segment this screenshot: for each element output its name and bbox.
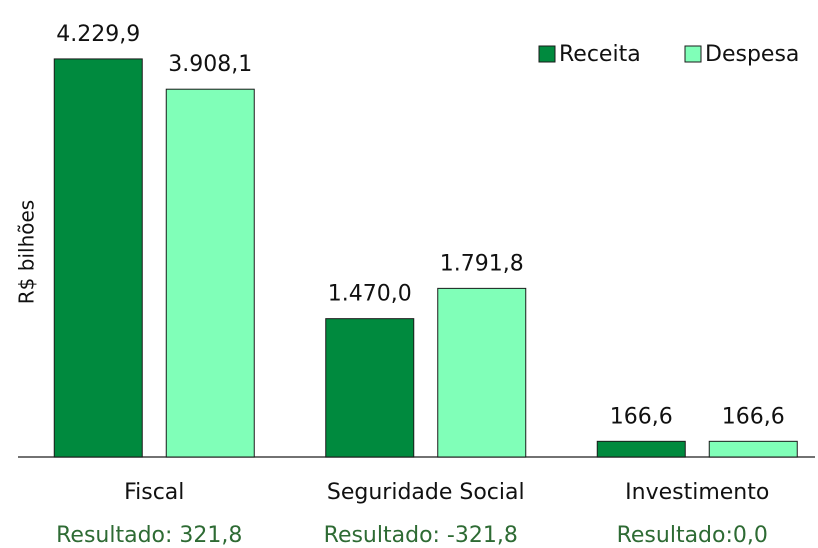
bar <box>708 440 798 458</box>
data-label: 166,6 <box>610 404 673 429</box>
x-tick-label: Investimento <box>625 480 769 505</box>
data-label: 1.470,0 <box>328 282 412 307</box>
bar <box>437 287 527 458</box>
data-label: 166,6 <box>722 404 785 429</box>
annotation: Resultado:0,0 <box>617 523 768 548</box>
bar <box>165 88 255 458</box>
data-label: 4.229,9 <box>56 22 140 47</box>
y-axis-label: R$ bilhões <box>15 200 39 304</box>
data-label: 1.791,8 <box>440 251 524 276</box>
bar <box>596 440 686 458</box>
bar <box>325 318 415 458</box>
annotation: Resultado: 321,8 <box>56 523 242 548</box>
data-label: 3.908,1 <box>168 52 252 77</box>
legend-swatch <box>538 45 556 63</box>
annotation: Resultado: -321,8 <box>324 523 518 548</box>
bar <box>53 58 143 458</box>
x-tick-label: Seguridade Social <box>327 480 525 505</box>
legend-label: Despesa <box>705 42 799 67</box>
x-tick-label: Fiscal <box>124 480 184 505</box>
legend-label: Receita <box>559 42 641 67</box>
legend-swatch <box>684 45 702 63</box>
